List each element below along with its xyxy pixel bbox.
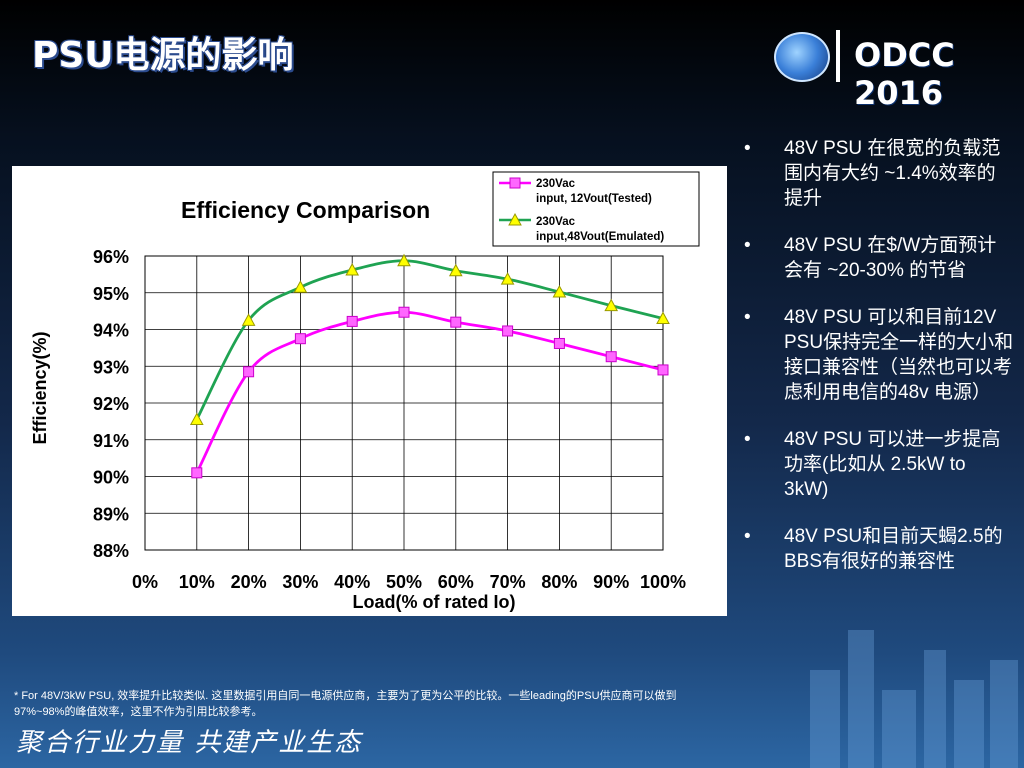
- efficiency-chart: Efficiency Comparison 96% 95% 94% 93% 92% 91%…: [30, 171, 700, 612]
- x-tick-label: 0%: [132, 572, 158, 592]
- bullet-text: 48V PSU和目前天蝎2.5的BBS有很好的兼容性: [784, 526, 1003, 572]
- bullet-dot: •: [744, 235, 751, 256]
- bullet-item: • 48V PSU 可以和目前12V PSU保持完全一样的大小和接口兼容性（当然也…: [744, 305, 1014, 405]
- logo-text: ODCC 2016: [854, 36, 955, 112]
- y-tick-label: 96%: [93, 247, 129, 267]
- series-2-point: [397, 253, 411, 267]
- y-tick-label: 90%: [93, 468, 129, 488]
- series-2-point: [552, 284, 567, 298]
- legend-label-series-1-line-1: 230Vac: [536, 178, 576, 190]
- slide-title: PSU电源的影响: [32, 35, 294, 76]
- bullet-dot: •: [744, 138, 751, 159]
- series-1-point: [243, 366, 255, 378]
- bullet-text: 48V PSU 在很宽的负载范围内有大约 ~1.4%效率的提升: [784, 138, 1001, 209]
- efficiency-chart-panel: Efficiency Comparison 96% 95% 94% 93% 92% 91%…: [12, 166, 727, 616]
- x-tick-label: 30%: [282, 572, 318, 592]
- bullet-text: 48V PSU 可以进一步提高功率(比如从 2.5kW to 3kW): [784, 429, 1001, 500]
- bullet-item: • 48V PSU和目前天蝎2.5的BBS有很好的兼容性: [744, 524, 1014, 574]
- y-tick-label: 92%: [93, 394, 129, 414]
- y-axis-ticks: 96% 95% 94% 93% 92% 91% 90% 89% 88%: [93, 247, 129, 561]
- series-1-point: [502, 325, 514, 337]
- series-1-point: [450, 316, 462, 328]
- bullet-dot: •: [744, 307, 751, 328]
- bullet-dot: •: [744, 429, 751, 450]
- globe-icon: [774, 32, 830, 82]
- x-tick-label: 90%: [593, 572, 629, 592]
- chart-legend: 230Vac input, 12Vout(Tested) 230Vac inpu…: [492, 171, 700, 247]
- key-points-list: • 48V PSU 在很宽的负载范围内有大约 ~1.4%效率的提升 • 48V PS…: [744, 136, 1014, 596]
- y-tick-label: 94%: [93, 321, 129, 341]
- legend-marker-series-2: [508, 212, 522, 226]
- bullet-item: • 48V PSU 在很宽的负载范围内有大约 ~1.4%效率的提升: [744, 136, 1014, 211]
- bullet-item: • 48V PSU 可以进一步提高功率(比如从 2.5kW to 3kW): [744, 427, 1014, 502]
- x-axis-label: Load(% of rated Io): [353, 592, 516, 612]
- y-tick-label: 95%: [93, 284, 129, 304]
- series-2-point: [345, 262, 360, 276]
- series-line-2: [195, 259, 664, 421]
- y-axis-label: Efficiency(%): [30, 331, 50, 444]
- y-tick-label: 88%: [93, 541, 129, 561]
- bullet-text: 48V PSU 在$/W方面预计会有 ~20-30% 的节省: [784, 235, 997, 281]
- y-tick-label: 91%: [93, 431, 129, 451]
- x-tick-label: 100%: [640, 572, 686, 592]
- y-tick-label: 89%: [93, 504, 129, 524]
- x-tick-label: 10%: [179, 572, 215, 592]
- series-2-point: [500, 272, 515, 285]
- bullet-item: • 48V PSU 在$/W方面预计会有 ~20-30% 的节省: [744, 233, 1014, 283]
- series-2-point: [448, 263, 463, 277]
- series-1-point: [605, 351, 617, 363]
- logo-divider: [836, 30, 840, 82]
- x-tick-label: 40%: [334, 572, 370, 592]
- series-2-point: [604, 298, 619, 312]
- x-tick-label: 80%: [541, 572, 577, 592]
- series-line-1: [195, 310, 664, 474]
- legend-marker-series-1: [509, 177, 521, 189]
- series-1-point: [553, 337, 565, 349]
- x-tick-label: 60%: [438, 572, 474, 592]
- chart-series: [189, 253, 670, 479]
- series-2-point: [656, 311, 670, 324]
- series-2-point: [241, 313, 256, 326]
- series-1-point: [346, 315, 358, 327]
- slogan: 聚合行业力量 共建产业生态: [16, 728, 363, 758]
- x-tick-label: 70%: [490, 572, 526, 592]
- series-2-point: [293, 280, 308, 293]
- legend-label-series-1-line-2: input, 12Vout(Tested): [536, 193, 652, 205]
- bullet-dot: •: [744, 526, 751, 547]
- odcc-logo: ODCC 2016: [774, 22, 1014, 112]
- chart-title: Efficiency Comparison: [181, 197, 430, 223]
- x-tick-label: 20%: [231, 572, 267, 592]
- bullet-text: 48V PSU 可以和目前12V PSU保持完全一样的大小和接口兼容性（当然也可…: [784, 307, 1014, 403]
- series-1-point: [294, 333, 306, 345]
- city-skyline-decoration: [810, 630, 1018, 768]
- x-axis-ticks: 0% 10% 20% 30% 40% 50% 60% 70% 80% 90% 100%: [132, 572, 686, 592]
- series-1-point: [657, 364, 669, 376]
- series-2-point: [189, 412, 204, 426]
- legend-label-series-2-line-1: 230Vac: [536, 216, 576, 228]
- legend-box: [492, 171, 700, 247]
- x-tick-label: 50%: [386, 572, 422, 592]
- series-1-point: [191, 467, 203, 479]
- legend-label-series-2-line-2: input,48Vout(Emulated): [536, 231, 664, 243]
- series-1-point: [398, 306, 410, 318]
- footnote: * For 48V/3kW PSU, 效率提升比较类似. 这里数据引用自同一电源…: [14, 690, 677, 718]
- y-tick-label: 93%: [93, 357, 129, 377]
